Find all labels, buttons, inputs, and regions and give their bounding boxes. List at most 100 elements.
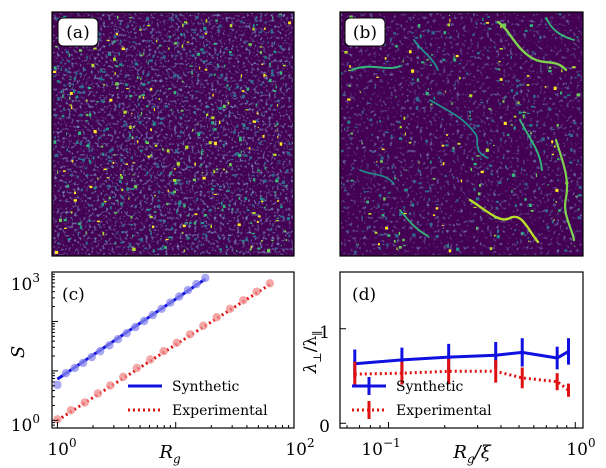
speckle: [403, 245, 406, 247]
speckle: [227, 101, 230, 105]
speckle: [264, 167, 267, 170]
speckle: [93, 130, 97, 134]
speckle: [419, 34, 422, 38]
speckle: [444, 174, 447, 177]
speckle: [493, 234, 496, 237]
speckle: [350, 179, 354, 182]
speckle: [535, 173, 537, 177]
speckle: [517, 101, 520, 105]
speckle: [147, 62, 149, 65]
speckle: [402, 238, 405, 242]
speckle: [425, 59, 430, 61]
speckle: [443, 31, 447, 35]
speckle: [155, 162, 159, 165]
speckle: [265, 75, 267, 77]
speckle: [376, 160, 378, 163]
speckle: [219, 185, 222, 188]
speckle: [441, 144, 445, 147]
speckle: [391, 165, 394, 169]
speckle: [158, 204, 161, 209]
panel-c-axes-frame: [51, 271, 295, 429]
speckle: [124, 75, 127, 78]
speckle: [413, 35, 415, 38]
panel-b-label: (b): [353, 23, 377, 43]
speckle: [175, 149, 179, 153]
speckle: [495, 68, 500, 71]
speckle: [203, 224, 208, 228]
speckle: [261, 200, 264, 203]
speckle: [70, 211, 73, 214]
speckle: [133, 21, 136, 23]
speckle: [213, 141, 217, 145]
speckle: [513, 115, 517, 118]
speckle: [551, 220, 554, 224]
speckle: [192, 178, 196, 182]
speckle: [545, 209, 548, 213]
speckle: [119, 39, 122, 43]
speckle: [526, 173, 528, 176]
speckle: [53, 75, 56, 77]
speckle: [209, 61, 213, 64]
speckle: [203, 111, 206, 114]
speckle: [106, 39, 110, 41]
speckle: [86, 55, 88, 59]
c-point-experimental: [239, 296, 248, 305]
d-legend-synthetic-label: Synthetic: [396, 379, 464, 395]
speckle: [164, 105, 169, 108]
speckle: [202, 176, 206, 180]
speckle: [458, 62, 462, 65]
speckle: [59, 218, 62, 222]
speckle: [139, 115, 142, 117]
speckle: [130, 243, 132, 247]
speckle: [178, 203, 181, 207]
speckle: [218, 107, 222, 110]
speckle: [179, 116, 182, 119]
speckle: [538, 187, 540, 191]
speckle: [99, 76, 103, 81]
speckle: [395, 96, 397, 98]
speckle: [473, 206, 477, 208]
speckle: [228, 51, 232, 54]
speckle: [435, 204, 439, 206]
speckle: [145, 141, 150, 144]
speckle: [368, 102, 371, 104]
speckle: [362, 230, 364, 233]
c-legend-synthetic-label: Synthetic: [172, 379, 240, 395]
speckle: [454, 82, 456, 86]
speckle: [262, 197, 265, 201]
speckle: [280, 244, 282, 247]
speckle: [53, 140, 57, 144]
speckle: [369, 118, 373, 122]
speckle: [119, 63, 122, 66]
speckle: [287, 217, 290, 221]
speckle: [231, 208, 234, 210]
speckle: [524, 198, 527, 201]
speckle: [182, 231, 184, 234]
speckle: [497, 181, 502, 184]
speckle: [240, 20, 243, 24]
c-ytick-1: 100: [11, 412, 40, 436]
speckle: [344, 127, 346, 131]
speckle: [180, 33, 183, 36]
speckle: [438, 156, 440, 159]
speckle: [435, 235, 439, 238]
speckle: [276, 129, 278, 132]
c-point-synthetic: [192, 279, 201, 289]
speckle: [164, 220, 166, 223]
speckle: [254, 20, 259, 22]
speckle: [141, 94, 145, 96]
speckle: [490, 173, 494, 176]
speckle: [182, 224, 186, 228]
speckle: [158, 44, 162, 47]
speckle: [228, 237, 230, 241]
speckle: [276, 122, 279, 126]
speckle: [489, 28, 492, 30]
filament: [554, 138, 576, 242]
speckle: [251, 232, 255, 235]
speckle: [103, 200, 107, 203]
speckle: [348, 69, 351, 72]
speckle: [183, 204, 186, 208]
speckle: [548, 108, 552, 111]
speckle: [173, 91, 177, 95]
